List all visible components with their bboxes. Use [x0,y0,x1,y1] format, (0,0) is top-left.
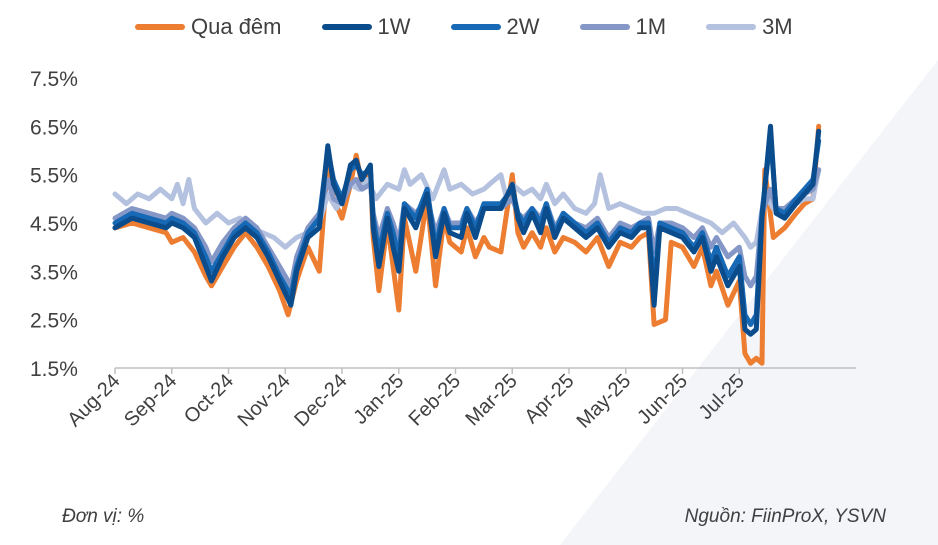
series-line-qua-đêm [112,123,822,366]
legend-swatch [579,24,630,30]
x-tick-label: Jan-25 [349,370,408,429]
legend-swatch [321,24,372,30]
legend-label: 2W [506,14,540,39]
legend-item: 1M [579,14,667,40]
y-tick-label: 1.5% [30,358,78,381]
legend-swatch [706,24,757,30]
x-tick-label: Feb-25 [405,370,465,430]
source-note: Nguồn: FiinProX, YSVN [684,506,886,527]
legend-label: 3M [762,14,793,39]
x-tick-label: Oct-24 [180,370,238,428]
legend-item: Qua đêm [135,14,282,40]
y-tick-label: 5.5% [30,165,78,188]
legend-item: 1W [321,14,411,40]
legend-label: 1M [635,14,667,39]
legend-label: 1W [377,14,411,39]
y-tick-label: 4.5% [30,213,78,236]
x-tick-label: Jun-25 [633,370,692,429]
x-tick-label: Jul-25 [695,370,749,424]
x-tick-label: Dec-24 [290,370,351,431]
y-tick-label: 7.5% [30,68,78,91]
x-tick-label: Mar-25 [461,370,521,430]
chart-legend: Qua đêm 1W 2W 1M 3M [135,14,833,40]
series-line-1w [112,123,822,337]
y-tick-label: 3.5% [30,261,78,284]
legend-item: 3M [706,14,793,40]
legend-item: 2W [450,14,540,40]
y-tick-label: 2.5% [30,310,78,333]
series-line-3m [112,167,822,250]
x-tick-label: Sep-24 [120,370,181,431]
x-tick-label: May-25 [573,370,636,433]
y-tick-label: 6.5% [30,116,78,139]
legend-swatch [450,24,501,30]
unit-note: Đơn vị: % [62,506,145,527]
x-tick-label: Nov-24 [234,370,295,431]
x-tick-label: Apr-25 [521,370,579,428]
legend-label: Qua đêm [191,14,282,39]
legend-swatch [135,24,185,30]
